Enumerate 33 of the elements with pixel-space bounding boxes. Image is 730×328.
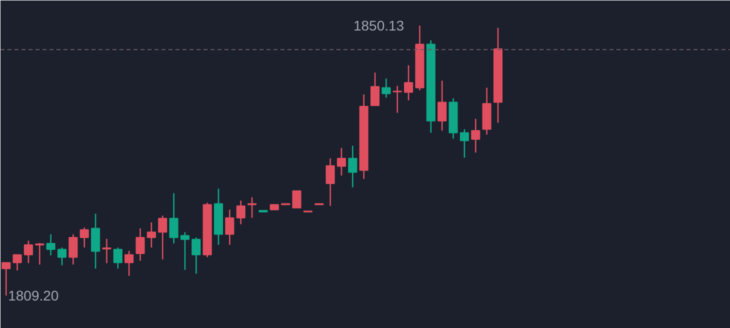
candlestick	[326, 158, 335, 207]
candlestick	[136, 228, 145, 262]
candlestick	[2, 262, 11, 296]
candlestick	[80, 226, 89, 248]
annotation: 1809.20	[8, 288, 59, 304]
candlestick	[113, 246, 122, 270]
candlestick	[438, 80, 447, 132]
candlestick	[146, 222, 156, 248]
candlestick	[12, 254, 22, 272]
candlestick	[57, 246, 67, 266]
candlestick	[46, 234, 56, 256]
candlestick	[292, 190, 302, 208]
candlestick	[35, 242, 44, 266]
candlestick	[392, 85, 402, 114]
candlestick	[180, 231, 190, 271]
candlestick	[348, 145, 358, 188]
candlestick	[192, 236, 201, 274]
candlestick	[404, 64, 414, 102]
candlestick	[370, 72, 380, 106]
candlestick	[124, 250, 134, 277]
candlestick	[471, 118, 480, 154]
candlestick	[158, 215, 168, 260]
candlestick	[336, 147, 346, 176]
candlestick	[460, 128, 469, 158]
candlestick	[225, 209, 234, 246]
candlestick	[382, 78, 391, 98]
candlestick	[102, 238, 112, 264]
annotation: 1850.13	[353, 18, 404, 34]
candlestick	[91, 213, 100, 270]
candlestick	[236, 200, 246, 225]
candlestick	[68, 234, 78, 266]
candlestick	[169, 192, 178, 244]
candlestick	[24, 240, 33, 264]
